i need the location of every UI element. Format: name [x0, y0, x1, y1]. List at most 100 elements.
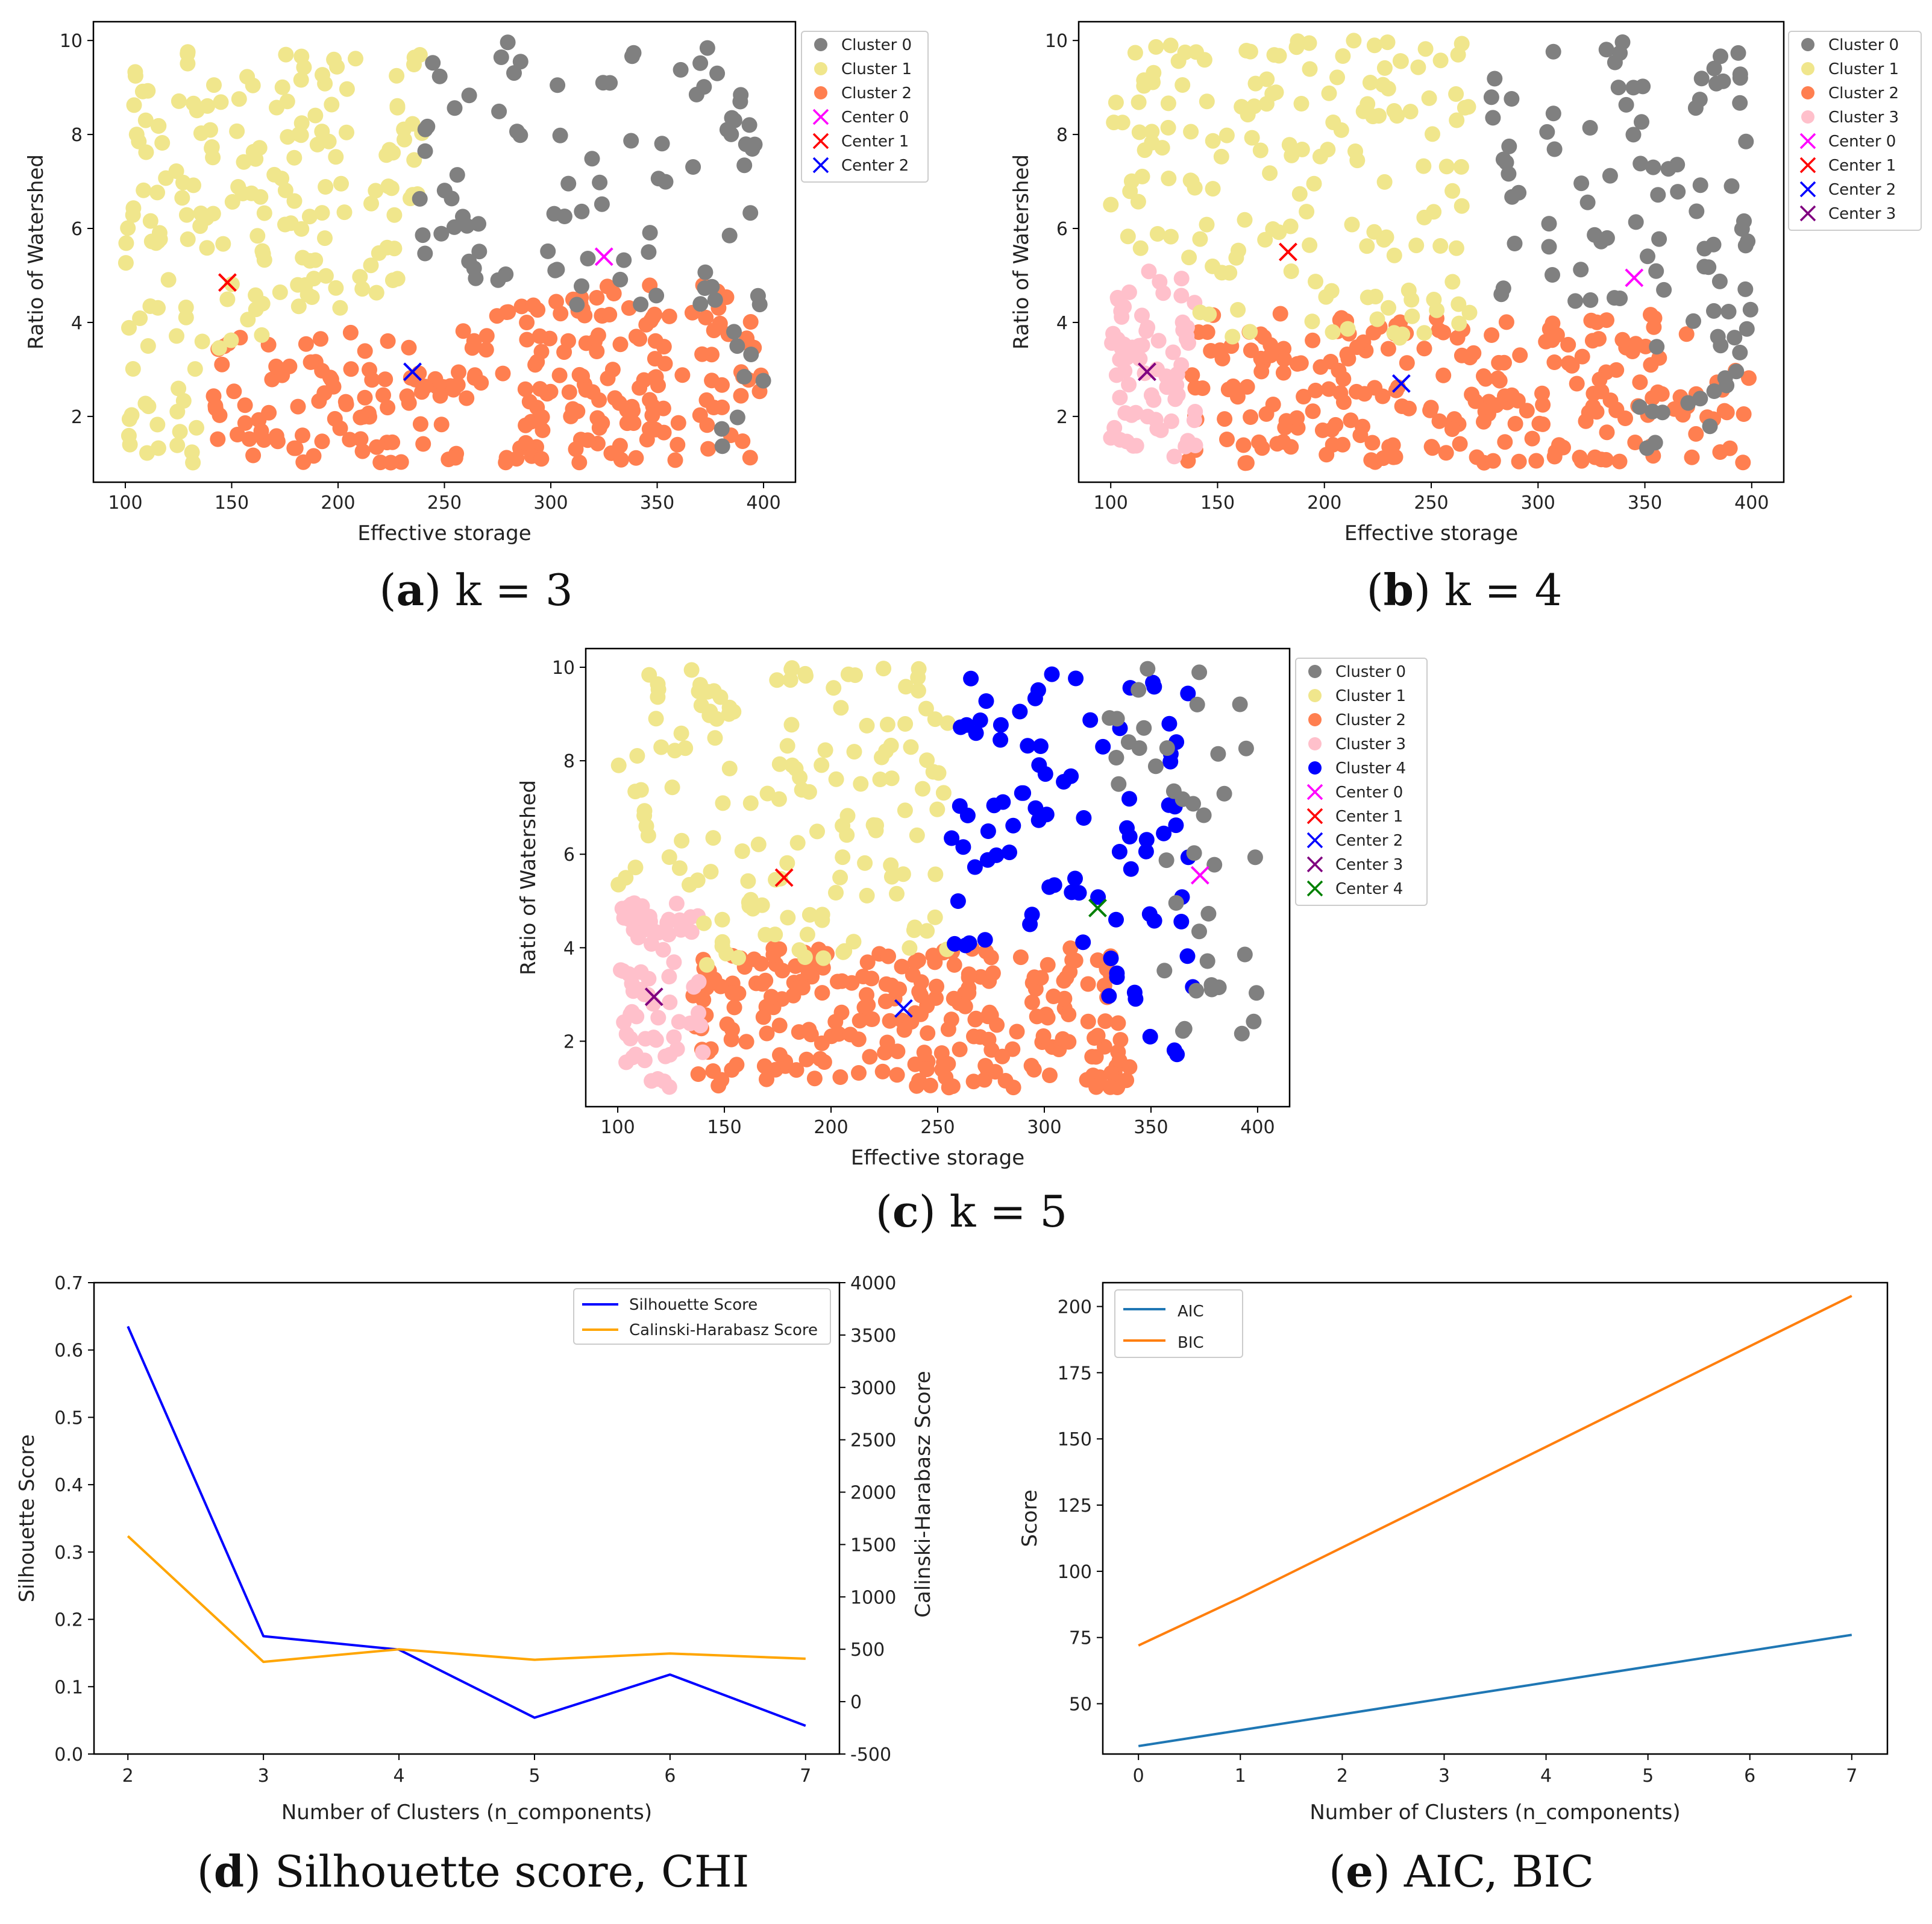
- legend-marker-x: [1306, 880, 1323, 897]
- legend-marker-dot: [1308, 689, 1322, 702]
- point-a-cluster-0: [498, 266, 514, 282]
- point-c-cluster-1: [767, 926, 783, 943]
- point-b-cluster-1: [1425, 126, 1440, 142]
- point-b-cluster-2: [1628, 336, 1644, 352]
- point-b-cluster-1: [1265, 221, 1281, 237]
- point-b-cluster-2: [1632, 374, 1648, 391]
- caption-paren: (: [197, 1846, 214, 1897]
- x-tick-label: 350: [640, 492, 674, 514]
- point-a-cluster-2: [535, 422, 551, 438]
- point-b-cluster-1: [1366, 37, 1382, 54]
- point-a-cluster-2: [383, 454, 399, 471]
- point-c-cluster-2: [874, 1063, 891, 1080]
- point-c-cluster-2: [1024, 994, 1040, 1010]
- point-c-cluster-2: [1029, 1008, 1045, 1025]
- point-a-cluster-2: [600, 370, 616, 386]
- point-a-cluster-1: [293, 72, 309, 88]
- y2-tick-label: 500: [850, 1639, 885, 1661]
- point-a-cluster-2: [625, 403, 641, 419]
- point-b-cluster-2: [1444, 421, 1460, 437]
- center-marker-center-3-b: [1138, 362, 1156, 382]
- point-b-cluster-0: [1632, 399, 1648, 415]
- point-c-cluster-2: [1058, 970, 1074, 986]
- point-c-cluster-0: [1191, 923, 1207, 940]
- point-c-cluster-1: [661, 849, 677, 865]
- point-b-cluster-1: [1106, 115, 1122, 131]
- point-c-cluster-1: [828, 885, 844, 901]
- point-b-cluster-0: [1738, 133, 1754, 149]
- point-c-cluster-4: [1067, 870, 1083, 887]
- point-c-cluster-4: [1138, 843, 1154, 860]
- point-c-cluster-1: [930, 765, 947, 781]
- point-a-cluster-2: [577, 307, 593, 324]
- point-c-cluster-1: [809, 823, 825, 840]
- point-c-cluster-2: [759, 1071, 774, 1087]
- point-a-cluster-2: [714, 377, 730, 393]
- caption-d: (d) Silhouette score, CHI: [197, 1846, 750, 1897]
- point-b-cluster-0: [1706, 303, 1722, 319]
- point-c-cluster-3: [618, 1026, 635, 1042]
- y-tick-label: 0.5: [54, 1407, 83, 1429]
- point-c-cluster-1: [714, 911, 730, 928]
- scatter-chart-c: 100 150 200 250 300 350 400 2 4 6 8 10 Effective sto…: [516, 647, 1428, 1170]
- point-a-cluster-1: [185, 454, 201, 471]
- points-b: [1103, 33, 1758, 471]
- point-b-cluster-1: [1160, 119, 1176, 136]
- y2-tick-label: 3500: [850, 1325, 896, 1347]
- point-c-cluster-0: [1206, 857, 1223, 873]
- point-c-cluster-4: [1024, 907, 1040, 923]
- point-b-cluster-0: [1634, 114, 1649, 130]
- point-b-cluster-0: [1692, 177, 1708, 193]
- point-b-cluster-2: [1599, 424, 1615, 441]
- point-a-cluster-2: [698, 392, 715, 408]
- point-c-cluster-4: [1108, 911, 1124, 928]
- point-b-cluster-0: [1582, 120, 1598, 136]
- point-b-cluster-2: [1343, 412, 1359, 429]
- point-c-cluster-1: [859, 717, 875, 734]
- point-b-cluster-0: [1628, 214, 1644, 230]
- point-a-cluster-0: [741, 117, 757, 133]
- point-a-cluster-1: [354, 281, 371, 297]
- point-b-cluster-1: [1444, 274, 1461, 290]
- point-a-cluster-1: [383, 180, 400, 196]
- point-c-cluster-1: [826, 680, 842, 696]
- point-a-cluster-1: [317, 230, 333, 247]
- caption-letter: b: [1384, 564, 1414, 615]
- point-a-cluster-0: [595, 75, 611, 91]
- point-c-cluster-2: [842, 1026, 858, 1043]
- point-b-cluster-2: [1491, 373, 1508, 389]
- point-a-cluster-2: [612, 336, 629, 353]
- point-a-cluster-2: [571, 366, 588, 383]
- point-c-cluster-1: [750, 836, 767, 852]
- point-b-cluster-0: [1602, 168, 1618, 184]
- point-a-cluster-2: [532, 381, 548, 397]
- point-c-cluster-3: [661, 1079, 677, 1095]
- point-a-cluster-2: [525, 297, 542, 313]
- point-c-cluster-1: [610, 757, 627, 773]
- point-c-cluster-1: [696, 915, 712, 931]
- point-b-cluster-1: [1175, 77, 1191, 93]
- point-b-cluster-0: [1656, 281, 1672, 298]
- point-a-cluster-1: [378, 147, 395, 163]
- x-tick-label: 150: [1200, 492, 1235, 514]
- point-c-cluster-2: [756, 1058, 773, 1074]
- point-a-cluster-2: [464, 340, 480, 356]
- point-a-cluster-1: [406, 152, 422, 168]
- point-a-cluster-2: [674, 367, 691, 383]
- point-c-cluster-1: [636, 808, 653, 824]
- x-tick-label: 7: [1846, 1765, 1857, 1787]
- point-a-cluster-0: [540, 243, 556, 259]
- point-c-cluster-1: [705, 830, 721, 846]
- point-c-cluster-2: [759, 1025, 775, 1042]
- point-c-cluster-2: [738, 1034, 754, 1050]
- point-b-cluster-0: [1701, 259, 1717, 275]
- point-a-cluster-1: [333, 175, 349, 192]
- legend-entry-cluster-3: Cluster 3: [1828, 108, 1899, 127]
- point-c-cluster-2: [928, 990, 944, 1006]
- point-a-cluster-2: [594, 415, 610, 431]
- point-a-cluster-0: [447, 100, 463, 116]
- point-a-cluster-2: [529, 354, 545, 370]
- point-a-cluster-1: [140, 83, 156, 99]
- point-c-cluster-3: [666, 954, 682, 970]
- legend-entry-center-2: Center 2: [1828, 181, 1896, 199]
